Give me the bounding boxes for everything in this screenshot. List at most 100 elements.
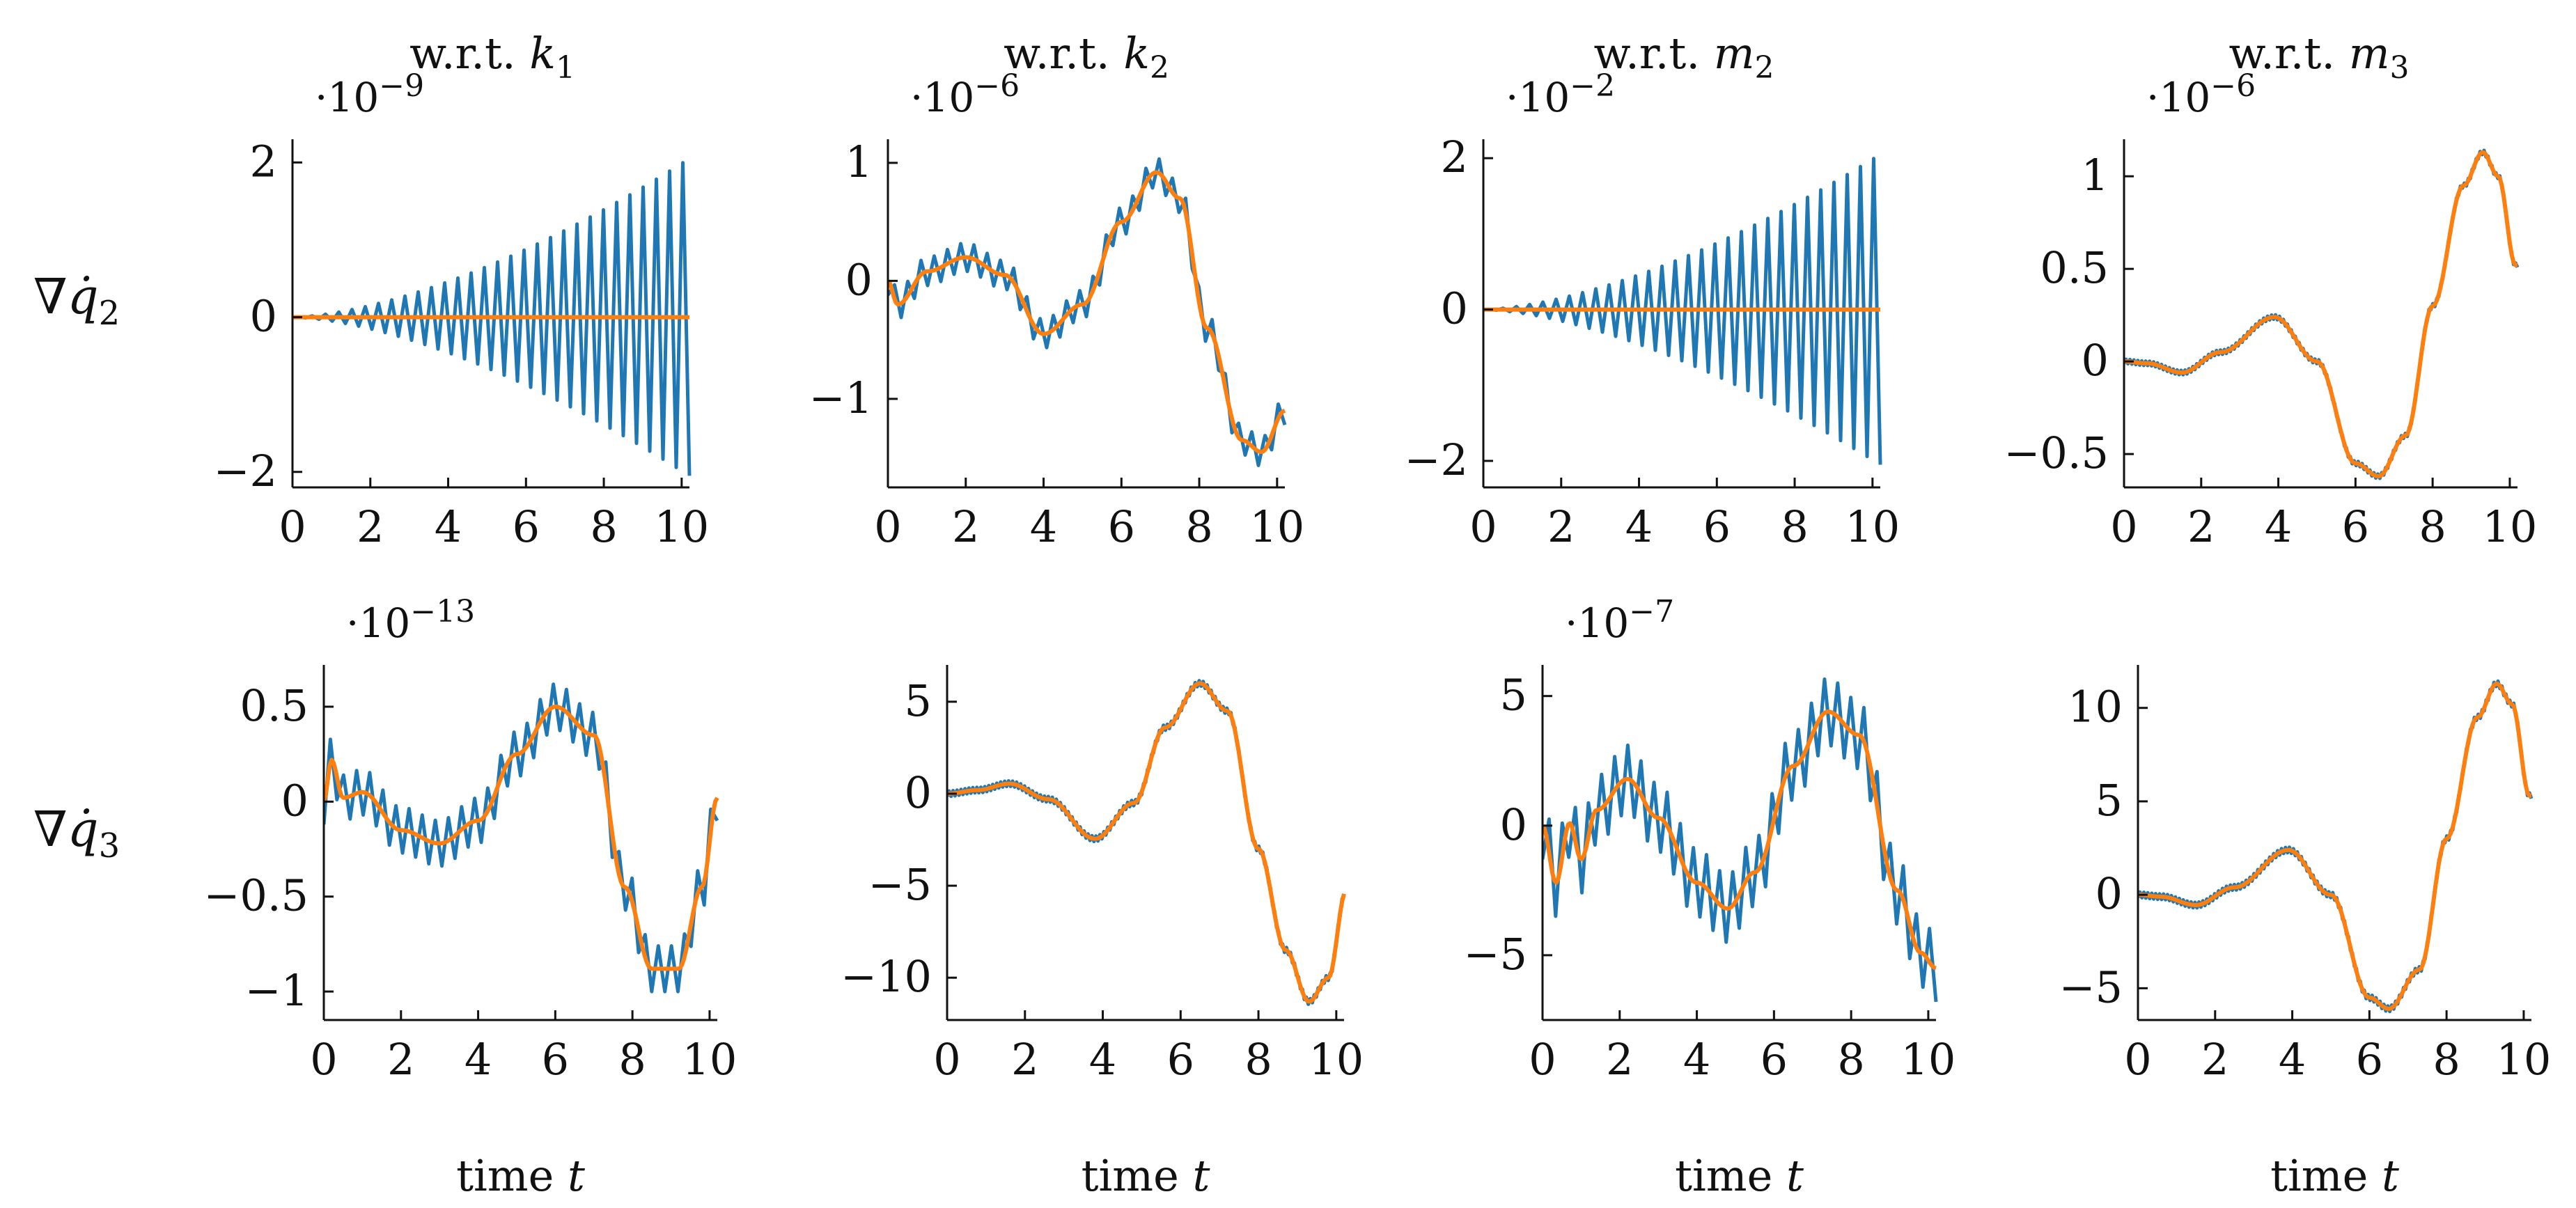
series-oscillating-r1c0 (324, 682, 719, 994)
x-tick-label: 8 (1244, 1034, 1272, 1085)
y-tick-label: 0 (845, 254, 873, 305)
axis-scale-exponent: ·10−13 (346, 594, 475, 647)
x-tick-label: 8 (618, 1034, 646, 1085)
x-tick-label: 8 (590, 501, 617, 552)
x-tick-label: 8 (2433, 1034, 2460, 1085)
x-tick-label: 4 (1089, 1034, 1116, 1085)
x-tick-label: 8 (1837, 1034, 1864, 1085)
x-tick-label: 6 (2342, 501, 2369, 552)
axis-scale-exponent: ·10−2 (1506, 68, 1615, 121)
x-axis-label: time t (2270, 1150, 2399, 1201)
x-tick-label: 0 (874, 501, 901, 552)
x-tick-label: 4 (1625, 501, 1653, 552)
y-tick-label: 5 (1500, 670, 1527, 721)
x-tick-label: 2 (387, 1034, 414, 1085)
column-title-1: w.r.t. k1 (409, 28, 575, 86)
series-smooth-r1c2 (1543, 709, 1937, 971)
axis-scale-exponent: ·10−7 (1565, 594, 1674, 647)
column-title-4: w.r.t. m3 (2228, 28, 2409, 86)
x-tick-label: 8 (2419, 501, 2446, 552)
x-tick-label: 10 (2482, 501, 2537, 552)
y-tick-label: −0.5 (2004, 427, 2109, 478)
y-tick-label: 0 (905, 767, 932, 818)
y-tick-label: 0 (2095, 868, 2123, 919)
y-tick-label: 0 (2082, 335, 2109, 386)
x-tick-label: 8 (1781, 501, 1808, 552)
y-tick-label: −0.5 (203, 870, 309, 921)
y-tick-label: 5 (905, 675, 932, 726)
y-tick-label: 1 (2082, 150, 2109, 201)
series-smooth-r0c1 (888, 170, 1286, 455)
x-tick-label: 4 (2279, 1034, 2306, 1085)
y-tick-label: −1 (809, 372, 873, 423)
x-tick-label: 10 (1309, 1034, 1364, 1085)
x-tick-label: 2 (1011, 1034, 1038, 1085)
x-tick-label: 2 (2201, 1034, 2228, 1085)
series-smooth-r1c0 (324, 705, 719, 971)
series-oscillating-r1c2 (1543, 677, 1938, 1003)
x-tick-label: 0 (310, 1034, 337, 1085)
row-label-2: ∇q̇3 (33, 801, 120, 865)
x-tick-label: 4 (465, 1034, 492, 1085)
y-tick-label: 10 (2068, 682, 2123, 732)
series-smooth-r0c3 (2124, 150, 2518, 478)
x-tick-label: 6 (1703, 501, 1731, 552)
x-tick-label: 8 (1185, 501, 1212, 552)
x-tick-label: 2 (357, 501, 384, 552)
x-tick-label: 10 (1900, 1034, 1956, 1085)
x-tick-label: 10 (2496, 1034, 2551, 1085)
x-tick-label: 2 (1547, 501, 1575, 552)
x-axis-label: time t (456, 1150, 585, 1201)
x-tick-label: 10 (682, 1034, 737, 1085)
axis-scale-exponent: ·10−9 (315, 68, 424, 121)
series-smooth-r1c3 (2138, 682, 2532, 1011)
y-tick-label: 2 (250, 136, 277, 187)
series-oscillating-r0c0 (292, 161, 692, 476)
x-tick-label: 10 (1845, 501, 1900, 552)
series-oscillating-r0c1 (888, 157, 1287, 467)
x-tick-label: 4 (2265, 501, 2292, 552)
y-tick-label: 0 (281, 775, 309, 826)
x-tick-label: 10 (654, 501, 709, 552)
x-axis-label: time t (1082, 1150, 1210, 1201)
x-tick-label: 2 (2187, 501, 2215, 552)
x-tick-label: 10 (1249, 501, 1304, 552)
x-tick-label: 6 (513, 501, 540, 552)
y-tick-label: 0 (1500, 799, 1527, 850)
x-tick-label: 6 (542, 1034, 569, 1085)
series-smooth-r1c1 (947, 681, 1346, 1004)
y-tick-label: −2 (1405, 434, 1468, 485)
x-tick-label: 6 (1108, 501, 1135, 552)
x-tick-label: 6 (1167, 1034, 1194, 1085)
column-title-3: w.r.t. m2 (1593, 28, 1774, 86)
y-tick-label: 0 (250, 291, 277, 342)
y-tick-label: 5 (2095, 775, 2123, 826)
y-tick-label: 0.5 (2040, 242, 2109, 293)
axis-scale-exponent: ·10−6 (2146, 68, 2256, 121)
x-tick-label: 0 (1529, 1034, 1556, 1085)
series-oscillating-r1c1 (947, 679, 1345, 1006)
y-tick-label: 2 (1441, 132, 1468, 182)
x-tick-label: 0 (2110, 501, 2137, 552)
y-tick-label: 1 (845, 136, 873, 187)
y-tick-label: −2 (214, 446, 277, 496)
x-tick-label: 6 (2356, 1034, 2383, 1085)
column-title-2: w.r.t. k2 (1004, 28, 1169, 86)
x-tick-label: 0 (279, 501, 306, 552)
row-label-1: ∇q̇2 (33, 268, 120, 333)
y-tick-label: −5 (868, 859, 932, 910)
series-oscillating-r0c2 (1483, 157, 1882, 465)
y-tick-label: −5 (1464, 929, 1527, 980)
y-tick-label: 0 (1441, 283, 1468, 334)
x-tick-label: 6 (1761, 1034, 1788, 1085)
y-tick-label: −1 (245, 965, 309, 1016)
y-tick-label: −5 (2059, 962, 2123, 1012)
y-tick-label: 0.5 (240, 680, 309, 731)
